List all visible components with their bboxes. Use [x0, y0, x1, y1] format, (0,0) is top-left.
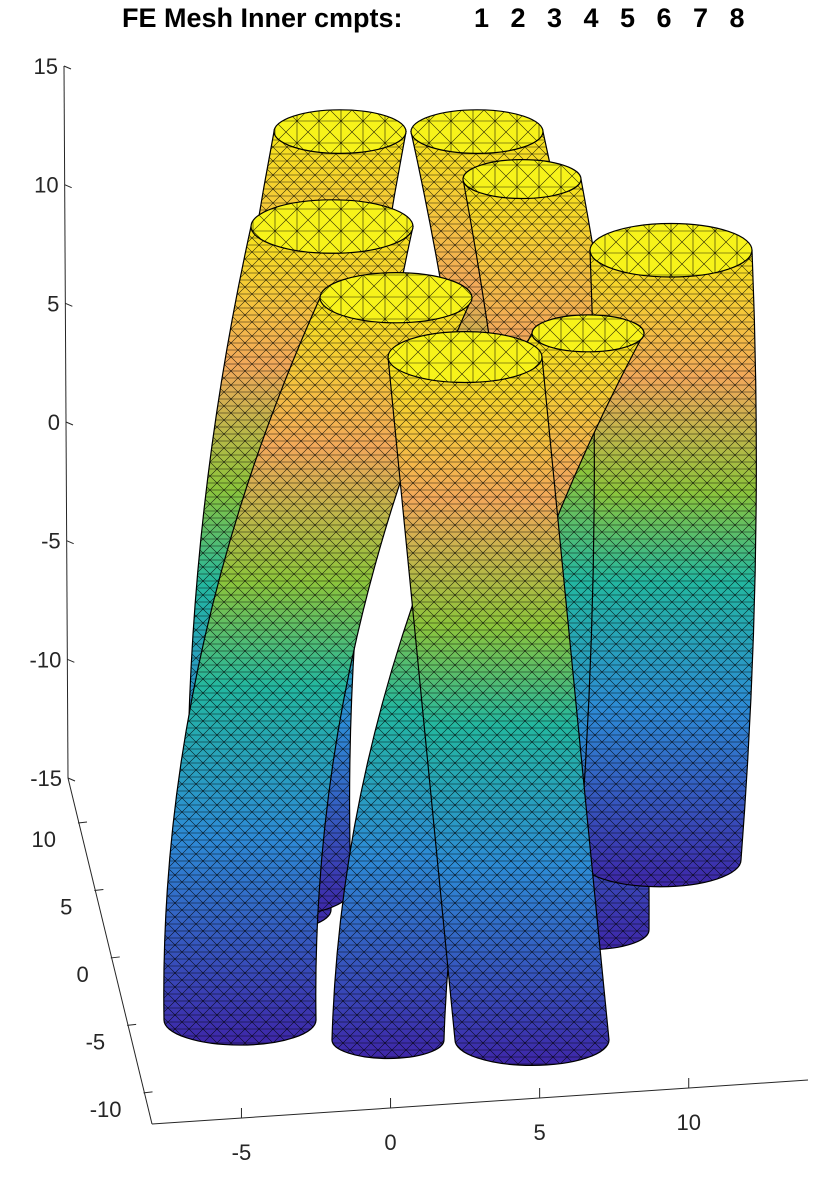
z-tick-label: 0 [48, 410, 60, 435]
compartment-label-1: 1 [474, 3, 489, 33]
z-tick-mark [65, 421, 74, 426]
x-axis-line [151, 1079, 809, 1125]
x-tick-label: -5 [232, 1140, 252, 1165]
compartment-label-3: 3 [547, 3, 562, 33]
z-tick-mark [65, 302, 73, 307]
z-tick-label: 10 [34, 173, 58, 198]
x-tick-label: 10 [676, 1110, 700, 1135]
axes: 15 10 5 0 -5 -10 -15 10 5 0 -5 -10 -5 0 5 10 [30, 54, 809, 1165]
z-axis-ticks: 15 10 5 0 -5 -10 -15 [30, 54, 76, 791]
mesh-cylinders [163, 109, 757, 1067]
cylinder-8 [387, 331, 610, 1067]
x-tick-label: 0 [384, 1130, 396, 1155]
title-text: FE Mesh Inner cmpts: [122, 3, 403, 33]
z-tick-mark [64, 184, 72, 189]
x-axis-ticks: -5 0 5 10 [232, 1078, 701, 1165]
x-tick-label: 5 [534, 1120, 546, 1145]
cylinder-5 [578, 222, 757, 888]
cylinder-cap-mesh [411, 109, 543, 154]
y-tick-mark [77, 821, 88, 824]
y-tick-mark [110, 956, 120, 959]
z-tick-mark [63, 65, 72, 70]
z-tick-mark [66, 540, 74, 545]
y-tick-label: 5 [60, 894, 72, 919]
y-axis-line [67, 777, 153, 1125]
compartment-label-5: 5 [620, 3, 635, 33]
y-axis-ticks: 10 5 0 -5 -10 [32, 821, 153, 1122]
y-tick-label: 0 [77, 962, 89, 987]
cylinder-cap-mesh [388, 331, 542, 383]
cylinder-mesh [579, 250, 757, 887]
cylinder-cap-mesh [251, 199, 413, 254]
y-tick-label: -5 [86, 1029, 106, 1054]
y-tick-mark [94, 888, 104, 891]
cylinder-cap-mesh [463, 159, 581, 199]
compartment-label-2: 2 [511, 3, 526, 33]
z-tick-label: -15 [30, 766, 62, 791]
cylinder-mesh [163, 297, 472, 1046]
y-tick-label: -10 [90, 1097, 122, 1122]
compartment-label-4: 4 [584, 3, 599, 33]
cylinder-6 [163, 272, 473, 1046]
compartment-label-7: 7 [693, 3, 708, 33]
z-tick-mark [67, 658, 75, 663]
compartment-label-8: 8 [730, 3, 745, 33]
compartment-label-6: 6 [657, 3, 672, 33]
y-tick-label: 10 [32, 827, 56, 852]
z-tick-mark [67, 777, 76, 782]
cylinder-cap-mesh [532, 314, 644, 352]
z-tick-label: -5 [41, 529, 61, 554]
cylinder-cap-mesh [320, 272, 472, 323]
cylinder-mesh [388, 357, 609, 1066]
z-tick-label: -10 [30, 647, 62, 672]
z-tick-label: 15 [34, 54, 58, 79]
y-tick-mark [127, 1023, 137, 1026]
cylinder-cap-mesh [590, 223, 752, 277]
cylinder-cap-mesh [274, 109, 406, 154]
z-tick-label: 5 [47, 291, 59, 316]
y-tick-mark [143, 1091, 153, 1094]
